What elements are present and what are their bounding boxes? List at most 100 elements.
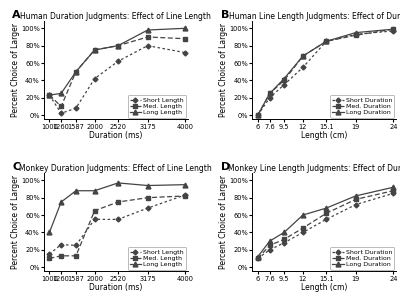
Long Length [116, 44, 120, 48]
Short Duration [255, 113, 260, 117]
Long Duration [353, 31, 358, 34]
Line: Short Length: Short Length [48, 193, 187, 256]
Short Duration [267, 96, 272, 99]
Long Length [116, 181, 120, 185]
Med. Duration [391, 189, 396, 192]
Short Duration [391, 29, 396, 33]
Line: Short Length: Short Length [48, 44, 187, 115]
Line: Med. Length: Med. Length [47, 35, 187, 109]
Med. Duration [267, 244, 272, 247]
Short Length [47, 252, 52, 256]
Long Length [74, 70, 78, 74]
Med. Duration [300, 226, 305, 230]
Line: Long Length: Long Length [47, 181, 187, 235]
Long Length [182, 27, 187, 30]
Legend: Short Duration, Med. Duration, Long Duration: Short Duration, Med. Duration, Long Dura… [330, 247, 394, 270]
Med. Duration [282, 79, 286, 82]
Med. Length [116, 44, 120, 48]
Legend: Short Duration, Med. Duration, Long Duration: Short Duration, Med. Duration, Long Dura… [330, 95, 394, 117]
Line: Short Duration: Short Duration [256, 192, 395, 260]
Long Length [145, 28, 150, 32]
Long Length [47, 93, 52, 97]
X-axis label: Length (cm): Length (cm) [301, 131, 347, 140]
Long Duration [282, 77, 286, 81]
Short Duration [255, 257, 260, 260]
Short Duration [324, 39, 329, 43]
Short Duration [282, 83, 286, 87]
Long Length [92, 48, 97, 52]
Med. Length [74, 254, 78, 258]
Short Length [59, 243, 64, 246]
Short Length [92, 77, 97, 81]
Legend: Short Length, Med. Length, Long Length: Short Length, Med. Length, Long Length [128, 247, 186, 270]
Short Length [74, 244, 78, 247]
Short Length [145, 206, 150, 210]
Med. Length [59, 254, 64, 258]
Line: Short Duration: Short Duration [256, 29, 395, 117]
Short Duration [300, 231, 305, 234]
Long Length [74, 189, 78, 192]
Long Duration [255, 255, 260, 259]
Med. Duration [391, 27, 396, 31]
Line: Long Duration: Long Duration [255, 185, 396, 259]
Title: Human Line Length Judgments: Effect of Duration: Human Line Length Judgments: Effect of D… [229, 12, 400, 20]
Long Duration [324, 206, 329, 210]
Short Duration [391, 192, 396, 195]
Med. Length [92, 209, 97, 213]
Med. Duration [255, 113, 260, 117]
Line: Med. Duration: Med. Duration [256, 27, 395, 117]
Short Length [47, 93, 52, 97]
Short Duration [267, 248, 272, 252]
Med. Length [74, 70, 78, 74]
Short Length [59, 112, 64, 115]
X-axis label: Duration (ms): Duration (ms) [89, 131, 142, 140]
Short Length [74, 106, 78, 110]
Long Duration [300, 213, 305, 217]
Long Duration [255, 113, 260, 117]
Long Length [59, 92, 64, 95]
Med. Duration [324, 211, 329, 215]
Short Length [182, 193, 187, 197]
Legend: Short Length, Med. Length, Long Length: Short Length, Med. Length, Long Length [128, 95, 186, 117]
X-axis label: Duration (ms): Duration (ms) [89, 283, 142, 292]
Short Length [92, 217, 97, 221]
Long Length [182, 183, 187, 186]
Med. Duration [255, 257, 260, 260]
Y-axis label: Percent Choice of Larger: Percent Choice of Larger [10, 23, 20, 117]
Med. Length [47, 93, 52, 97]
Long Duration [300, 54, 305, 58]
Med. Duration [282, 238, 286, 241]
Med. Length [145, 196, 150, 199]
Line: Med. Duration: Med. Duration [256, 189, 395, 260]
Long Length [47, 231, 52, 234]
Short Length [116, 59, 120, 63]
Med. Duration [353, 198, 358, 201]
Title: Monkey Line Length Judgments: Effect of Duration: Monkey Line Length Judgments: Effect of … [228, 163, 400, 173]
Short Duration [324, 217, 329, 221]
Long Duration [353, 194, 358, 198]
Long Length [92, 189, 97, 192]
Long Length [145, 184, 150, 187]
Med. Length [59, 105, 64, 108]
Text: C: C [12, 162, 20, 172]
Title: Monkey Duration Judgments: Effect of Line Length: Monkey Duration Judgments: Effect of Lin… [20, 163, 212, 173]
Short Duration [300, 66, 305, 69]
Y-axis label: Percent Choice of Larger: Percent Choice of Larger [10, 175, 20, 269]
Med. Length [92, 48, 97, 52]
Short Duration [353, 33, 358, 36]
Short Length [116, 217, 120, 221]
Text: A: A [12, 9, 21, 20]
Title: Human Duration Judgments: Effect of Line Length: Human Duration Judgments: Effect of Line… [20, 12, 211, 20]
Text: D: D [221, 162, 230, 172]
Med. Duration [267, 92, 272, 95]
Long Duration [267, 92, 272, 95]
Long Duration [282, 231, 286, 234]
Long Duration [267, 239, 272, 243]
Med. Duration [353, 34, 358, 37]
Long Duration [391, 185, 396, 189]
Med. Length [47, 257, 52, 260]
Short Duration [353, 203, 358, 206]
Line: Med. Length: Med. Length [47, 194, 187, 260]
Long Duration [391, 27, 396, 31]
Med. Duration [324, 39, 329, 43]
